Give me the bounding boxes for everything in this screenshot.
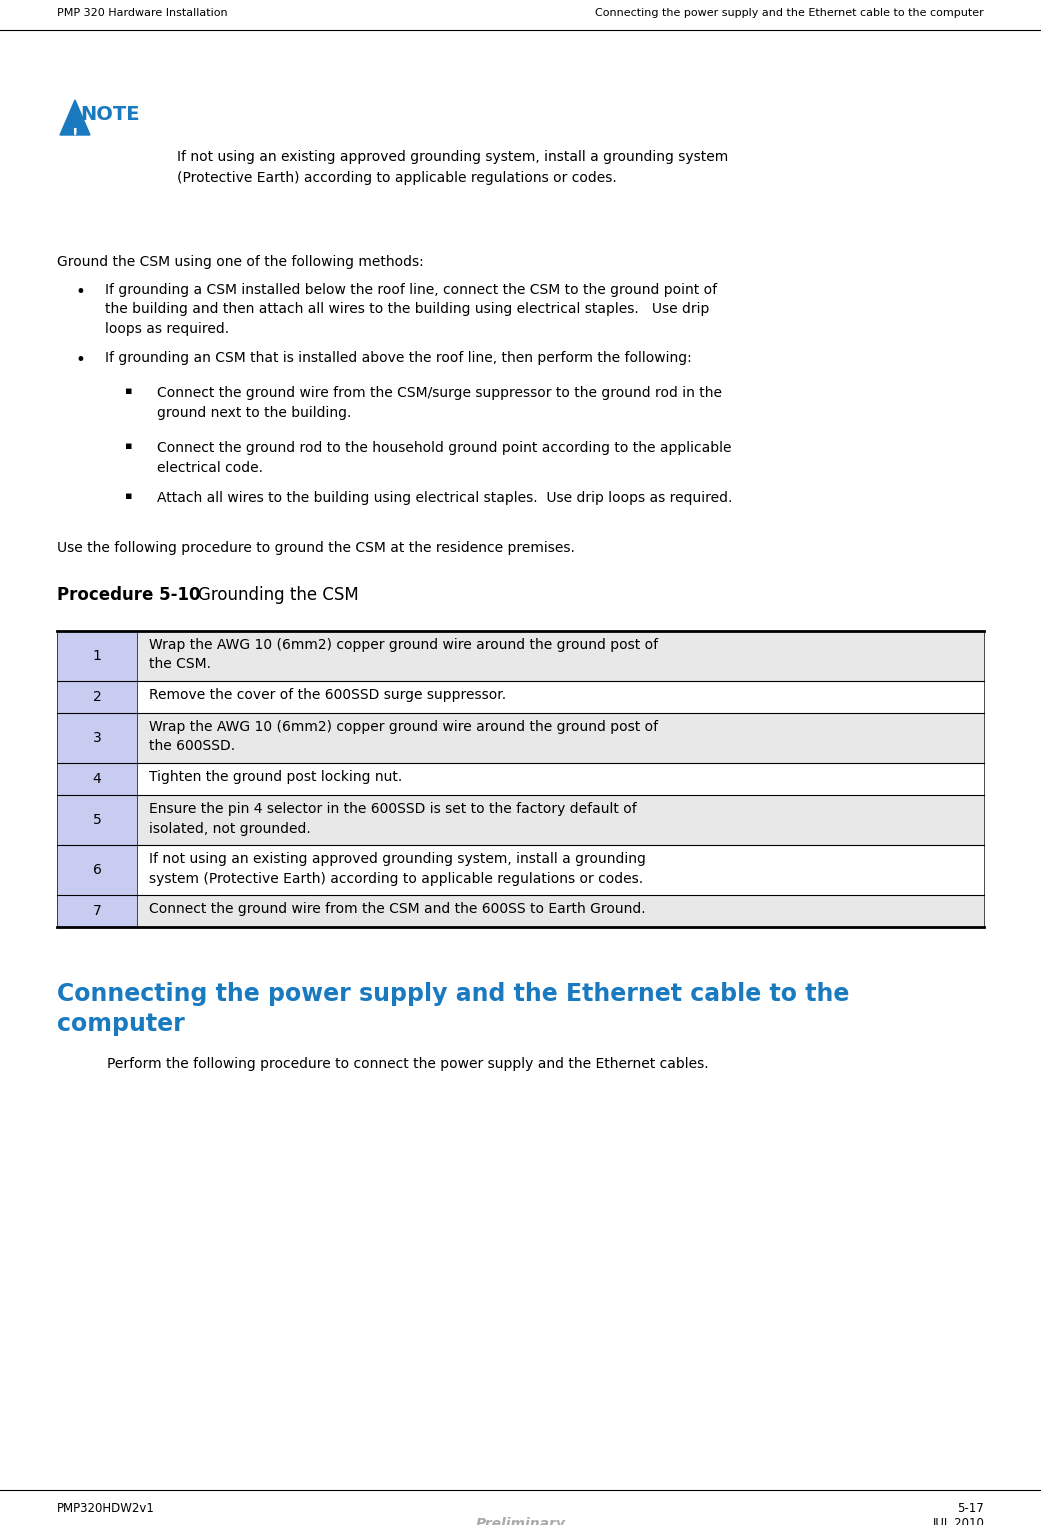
Text: •: • <box>75 351 85 369</box>
Bar <box>57 682 137 714</box>
Text: 5-17: 5-17 <box>958 1502 984 1514</box>
Bar <box>57 762 137 795</box>
Text: 6: 6 <box>93 863 101 877</box>
Text: 4: 4 <box>93 772 101 785</box>
Bar <box>57 845 137 895</box>
Text: Attach all wires to the building using electrical staples.  Use drip loops as re: Attach all wires to the building using e… <box>157 491 733 505</box>
Text: If grounding an CSM that is installed above the roof line, then perform the foll: If grounding an CSM that is installed ab… <box>105 351 692 364</box>
Text: computer: computer <box>57 1013 184 1035</box>
Text: Preliminary: Preliminary <box>476 1517 565 1525</box>
Text: Perform the following procedure to connect the power supply and the Ethernet cab: Perform the following procedure to conne… <box>107 1057 709 1071</box>
Text: Ensure the pin 4 selector in the 600SSD is set to the factory default of
isolate: Ensure the pin 4 selector in the 600SSD … <box>149 802 637 836</box>
Text: PMP 320 Hardware Installation: PMP 320 Hardware Installation <box>57 8 228 18</box>
Bar <box>57 714 137 762</box>
Text: JUL 2010: JUL 2010 <box>932 1517 984 1525</box>
Bar <box>57 631 137 682</box>
Text: ▪: ▪ <box>125 491 132 502</box>
Text: PMP320HDW2v1: PMP320HDW2v1 <box>57 1502 155 1514</box>
Bar <box>137 714 984 762</box>
Bar <box>137 795 984 845</box>
Text: 3: 3 <box>93 730 101 746</box>
Text: 2: 2 <box>93 689 101 705</box>
Bar <box>137 895 984 927</box>
Polygon shape <box>60 101 90 136</box>
Text: Wrap the AWG 10 (6mm2) copper ground wire around the ground post of
the 600SSD.: Wrap the AWG 10 (6mm2) copper ground wir… <box>149 720 658 753</box>
Text: 1: 1 <box>93 650 101 663</box>
Bar <box>57 895 137 927</box>
Text: Use the following procedure to ground the CSM at the residence premises.: Use the following procedure to ground th… <box>57 541 575 555</box>
Text: NOTE: NOTE <box>80 105 139 124</box>
Text: Connecting the power supply and the Ethernet cable to the: Connecting the power supply and the Ethe… <box>57 982 849 1006</box>
Text: !: ! <box>72 127 78 140</box>
Text: Connecting the power supply and the Ethernet cable to the computer: Connecting the power supply and the Ethe… <box>595 8 984 18</box>
Text: 7: 7 <box>93 904 101 918</box>
Text: If not using an existing approved grounding system, install a grounding
system (: If not using an existing approved ground… <box>149 852 645 886</box>
Bar <box>137 845 984 895</box>
Text: Ground the CSM using one of the following methods:: Ground the CSM using one of the followin… <box>57 255 424 268</box>
Bar <box>137 631 984 682</box>
Text: Grounding the CSM: Grounding the CSM <box>177 586 359 604</box>
Text: Connect the ground rod to the household ground point according to the applicable: Connect the ground rod to the household … <box>157 441 732 474</box>
Text: If grounding a CSM installed below the roof line, connect the CSM to the ground : If grounding a CSM installed below the r… <box>105 284 717 336</box>
Bar <box>137 682 984 714</box>
Text: Tighten the ground post locking nut.: Tighten the ground post locking nut. <box>149 770 402 784</box>
Text: •: • <box>75 284 85 300</box>
Text: Procedure 5-10: Procedure 5-10 <box>57 586 201 604</box>
Text: Connect the ground wire from the CSM and the 600SS to Earth Ground.: Connect the ground wire from the CSM and… <box>149 901 645 917</box>
Text: Connect the ground wire from the CSM/surge suppressor to the ground rod in the
g: Connect the ground wire from the CSM/sur… <box>157 386 722 419</box>
Text: Remove the cover of the 600SSD surge suppressor.: Remove the cover of the 600SSD surge sup… <box>149 688 506 702</box>
Bar <box>57 795 137 845</box>
Text: Wrap the AWG 10 (6mm2) copper ground wire around the ground post of
the CSM.: Wrap the AWG 10 (6mm2) copper ground wir… <box>149 637 658 671</box>
Text: ▪: ▪ <box>125 386 132 396</box>
Text: 5: 5 <box>93 813 101 827</box>
Text: If not using an existing approved grounding system, install a grounding system
(: If not using an existing approved ground… <box>177 149 729 185</box>
Bar <box>137 762 984 795</box>
Text: ▪: ▪ <box>125 441 132 451</box>
